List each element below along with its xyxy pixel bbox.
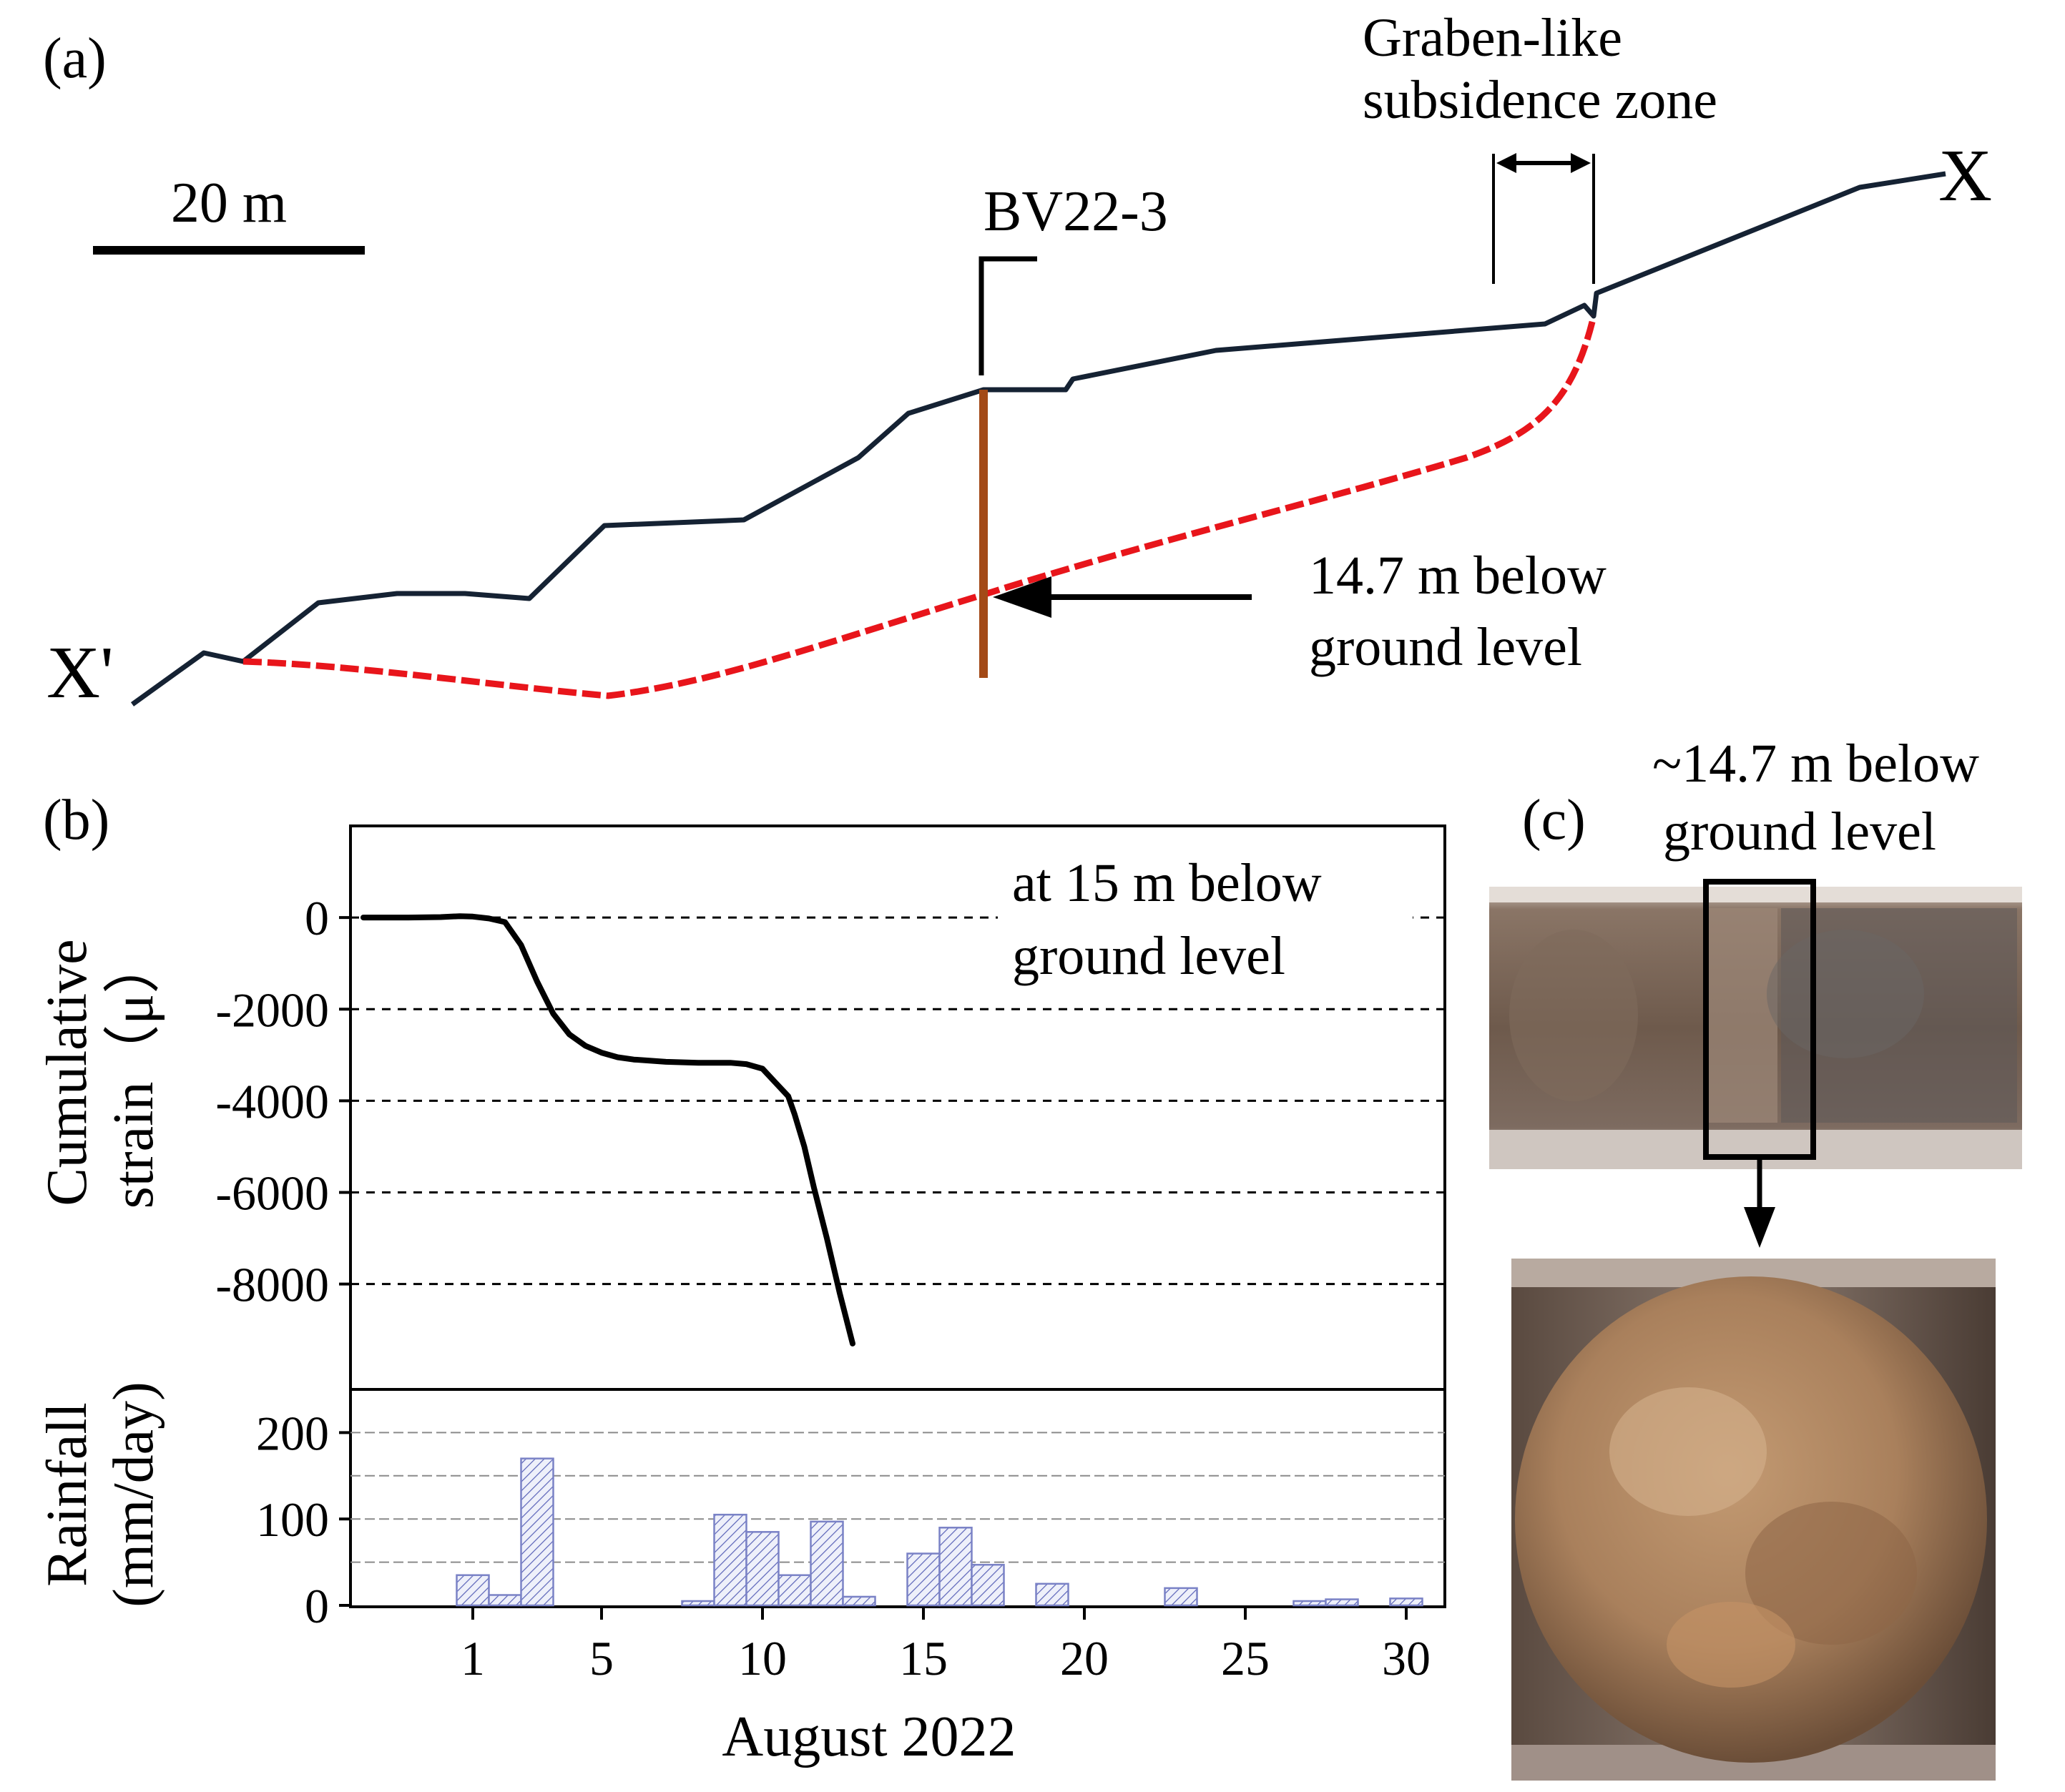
rainfall-bar (778, 1574, 812, 1607)
strain-y-tick-label: -4000 (215, 1074, 329, 1128)
rain-y-tick-label: 100 (256, 1492, 329, 1547)
x-axis-tick-label: 5 (589, 1631, 614, 1685)
strain-annotation-line2: ground level (1012, 926, 1285, 986)
depth-label-line1: 14.7 m below (1309, 546, 1607, 606)
rainfall-bar (520, 1457, 554, 1607)
rain-y-tick-label: 200 (256, 1406, 329, 1460)
panel-a-label: (a) (43, 27, 107, 90)
depth-label-line2: ground level (1309, 617, 1582, 677)
borehole-label: BV22-3 (984, 180, 1168, 243)
rain-ylabel-line1: Rainfall (36, 1402, 99, 1587)
rain-ylabel-line2: (mm/day) (102, 1382, 165, 1607)
rainfall-bar (745, 1531, 780, 1607)
x-axis-tick-label: 15 (899, 1631, 948, 1685)
strain-ylabel-line1: Cumulative (36, 939, 99, 1206)
rainfall-bar (810, 1520, 844, 1607)
strain-ticks: 0 -2000 -4000 -6000 -8000 (215, 891, 350, 1312)
strain-annotation-line1: at 15 m below (1012, 853, 1322, 913)
annotation-background (998, 858, 1413, 983)
end-label-x: X (1938, 134, 1992, 217)
rainfall-bar (1389, 1597, 1423, 1607)
core-arrowhead (1744, 1207, 1775, 1248)
rainfall-bar (971, 1563, 1005, 1607)
rainfall-bar (1035, 1582, 1069, 1607)
rainfall-bar (842, 1595, 876, 1607)
panel-c: (c) ~14.7 m below ground level (1489, 734, 2022, 1781)
rainfall-bar (938, 1527, 973, 1607)
strain-y-tick-label: -8000 (215, 1258, 329, 1312)
x-axis-tick-label: 30 (1382, 1631, 1431, 1685)
rainfall-bars (456, 1457, 1423, 1607)
rainfall-bar (906, 1552, 941, 1607)
strain-y-tick-label: -2000 (215, 983, 329, 1037)
x-axis-tick-label: 25 (1221, 1631, 1270, 1685)
scale-bar-label: 20 m (171, 172, 287, 235)
strain-series-line (360, 913, 855, 1347)
rain-gridlines (350, 1432, 1445, 1563)
rainfall-bar (713, 1513, 747, 1607)
core-highlight-box (1703, 879, 1816, 1160)
x-axis-title: August 2022 (722, 1705, 1016, 1768)
core-caption-line2: ground level (1663, 802, 1936, 862)
strain-y-tick-label: 0 (305, 891, 329, 945)
rain-ticks: 0 100 200 (256, 1406, 350, 1633)
plot-frame (349, 824, 1446, 1608)
x-axis-tick-label: 1 (461, 1631, 485, 1685)
core-photo (1489, 887, 2022, 1169)
graben-label-line2: subsidence zone (1363, 70, 1717, 130)
borehole-marker (978, 256, 1037, 375)
rainfall-bar (681, 1600, 715, 1607)
end-label-x-prime: X' (46, 631, 114, 714)
panel-c-label: (c) (1522, 789, 1586, 852)
panel-b-label: (b) (43, 789, 109, 852)
rainfall-bar (1164, 1587, 1198, 1607)
core-face-photo (1511, 1259, 1996, 1781)
x-axis-tick-label: 20 (1060, 1631, 1109, 1685)
core-caption-line1: ~14.7 m below (1652, 734, 1979, 794)
graben-arrowhead-right (1571, 153, 1591, 173)
rainfall-bar (488, 1594, 522, 1607)
panel-a: (a) 20 m BV22-3 Graben-like subsidence z… (43, 8, 1992, 714)
strain-y-tick-label: -6000 (215, 1166, 329, 1221)
depth-arrowhead (993, 576, 1051, 618)
rain-y-tick-label: 0 (305, 1579, 329, 1633)
x-axis-tick-label: 10 (738, 1631, 787, 1685)
rainfall-bar (456, 1574, 490, 1607)
rainfall-bar (1325, 1598, 1359, 1607)
x-axis-ticks: 1 5 10 15 20 25 30 (461, 1607, 1431, 1685)
rainfall-bar (1293, 1600, 1327, 1607)
graben-arrowhead-left (1496, 153, 1516, 173)
strain-ylabel-line2: strain（μ） (102, 937, 165, 1209)
graben-label-line1: Graben-like (1363, 8, 1622, 68)
ground-surface-profile (130, 171, 1946, 707)
